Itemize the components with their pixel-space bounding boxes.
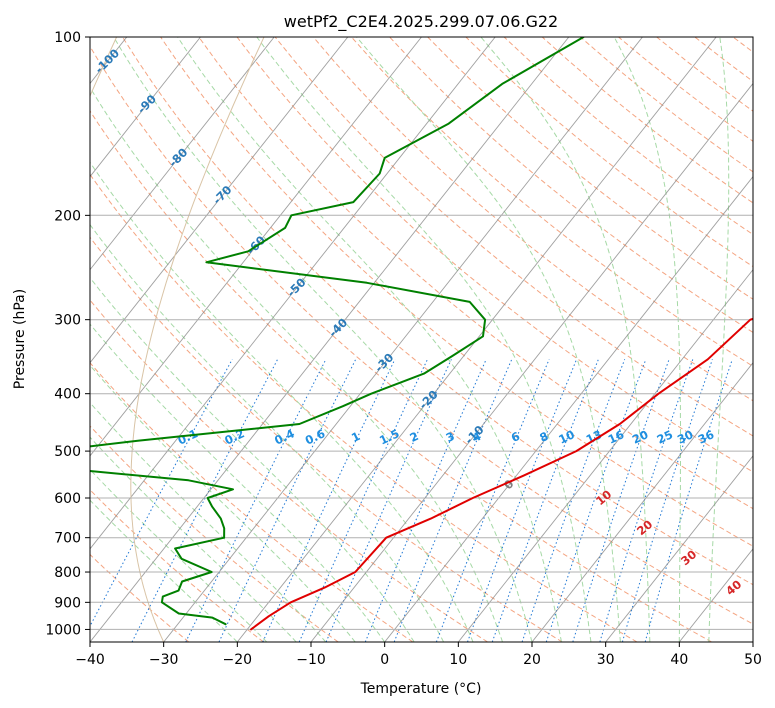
dry-adiabat-line (90, 362, 414, 642)
axis-ticks: −40 −30 −20 −10 0 10 20 30 40 50 100 200 300 400 500 60… (45, 30, 762, 668)
moist-adiabat-line (90, 402, 327, 642)
isotherm-line (90, 37, 496, 550)
mixing-ratio-label: 13 (584, 427, 604, 446)
x-tick-label: 10 (449, 652, 467, 668)
dry-adiabat-line (90, 553, 190, 642)
dry-adiabat-line (90, 425, 339, 642)
mixing-ratio-line (491, 359, 599, 642)
y-tick-label: 500 (54, 444, 81, 460)
plot-frame (89, 36, 754, 643)
mixing-ratio-line (90, 359, 233, 628)
dry-adiabat-line (771, 37, 775, 642)
isotherm-line (752, 641, 753, 642)
moist-adiabat-line (90, 436, 297, 642)
isotherm-line (90, 37, 275, 271)
dry-adiabat-line (427, 37, 753, 300)
isotherm-line (605, 455, 753, 642)
isotherm-line (90, 37, 570, 642)
mixing-ratio-line (218, 359, 357, 642)
y-tick-label: 100 (54, 30, 81, 46)
x-tick-label: 40 (670, 652, 688, 668)
dry-adiabat-line (90, 173, 638, 642)
plot-background (90, 37, 753, 642)
y-axis-label: Pressure (hPa) (12, 289, 28, 389)
isotherm-line (384, 175, 753, 642)
mixing-ratio-line (545, 359, 647, 642)
mixing-ratio-line (185, 359, 327, 642)
x-tick-label: −20 (223, 652, 253, 668)
mixing-ratio-label: 36 (696, 427, 716, 446)
dry-adiabat-line (274, 37, 753, 437)
isotherm-line (310, 82, 753, 642)
moist-adiabat-line (256, 37, 592, 642)
dry-adiabat-line (312, 37, 753, 402)
isotherm-line (90, 37, 201, 178)
x-tick-label: 20 (523, 652, 541, 668)
moist-adiabat-line (356, 37, 621, 642)
mixing-ratio-label: 16 (606, 427, 626, 446)
moist-adiabat-line (90, 468, 268, 642)
background-lines (90, 37, 775, 642)
x-tick-label: −40 (75, 652, 105, 668)
mixing-ratio-line (298, 359, 428, 642)
temperature-profile-line (250, 317, 753, 631)
moist-adiabat-line (90, 86, 503, 642)
y-tick-label: 900 (54, 595, 81, 611)
isotherm-line (90, 37, 422, 457)
dry-adiabat-line (90, 110, 712, 642)
dry-adiabat-line (90, 489, 264, 642)
profile-lines (90, 37, 753, 631)
x-tick-label: −30 (149, 652, 179, 668)
dry-adiabat-line (389, 37, 753, 334)
y-tick-label: 200 (54, 208, 81, 224)
isotherm-line (457, 268, 753, 642)
y-tick-label: 700 (54, 531, 81, 547)
y-tick-label: 800 (54, 565, 81, 581)
y-tick-label: 600 (54, 491, 81, 507)
x-axis-label: Temperature (°C) (360, 681, 482, 697)
moist-adiabat-line (90, 161, 474, 642)
mixing-ratio-line (521, 359, 626, 642)
dry-adiabat-line (90, 236, 563, 642)
x-tick-label: −10 (296, 652, 326, 668)
mixing-ratio-label: 20 (630, 427, 650, 446)
x-tick-label: 0 (380, 652, 389, 668)
dry-adiabat-line (198, 37, 753, 510)
dry-adiabat-line (90, 45, 753, 625)
moist-adiabat-line (90, 223, 445, 642)
y-tick-label: 400 (54, 387, 81, 403)
mixing-ratio-label: 10 (556, 427, 576, 446)
x-tick-label: 50 (744, 652, 762, 668)
mixing-ratio-line (467, 359, 578, 642)
chart-title: wetPf2_C2E4.2025.299.07.06.G22 (284, 12, 558, 32)
moist-adiabat-line (113, 37, 533, 642)
moist-adiabat-line (177, 37, 562, 642)
moist-adiabat-line (613, 37, 681, 642)
isotherm-line (163, 37, 643, 642)
moist-adiabat-line (708, 37, 730, 642)
dewpoint-profile-line (90, 37, 585, 626)
dry-adiabat-line (90, 299, 488, 642)
y-tick-label: 1000 (45, 622, 81, 638)
y-tick-label: 300 (54, 313, 81, 329)
mixing-ratio-line (435, 359, 550, 642)
isotherm-line (90, 37, 349, 364)
lcl-curve-line (130, 37, 265, 642)
moist-adiabat-line (480, 37, 651, 642)
dry-adiabat-line (122, 37, 753, 586)
isotherm-line (531, 362, 753, 642)
mixing-ratio-label: 30 (675, 427, 695, 446)
mixing-ratio-label: 25 (655, 427, 675, 446)
moist-adiabat-line (90, 323, 386, 642)
x-tick-label: 30 (597, 652, 615, 668)
mixing-ratio-line (325, 359, 452, 642)
